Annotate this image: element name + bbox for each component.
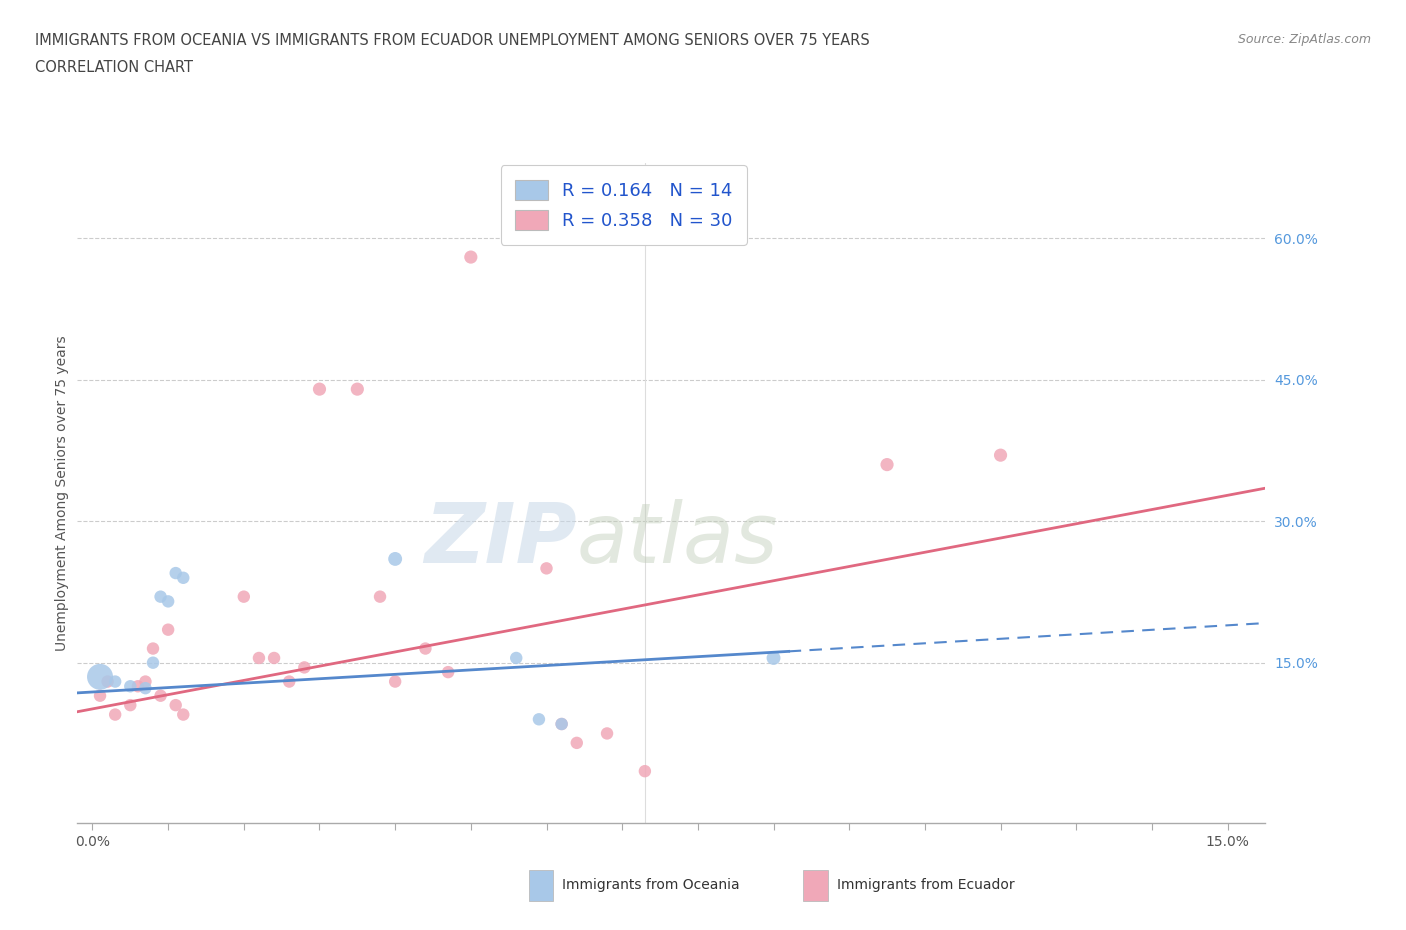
Legend: R = 0.164   N = 14, R = 0.358   N = 30: R = 0.164 N = 14, R = 0.358 N = 30 xyxy=(501,166,747,245)
Point xyxy=(120,679,142,694)
Point xyxy=(565,736,588,751)
Text: atlas: atlas xyxy=(576,498,778,579)
Point xyxy=(437,665,460,680)
Point xyxy=(415,641,437,656)
Point xyxy=(384,674,406,689)
Point xyxy=(527,711,550,726)
Point xyxy=(550,717,572,732)
Point xyxy=(134,674,156,689)
Text: Source: ZipAtlas.com: Source: ZipAtlas.com xyxy=(1237,33,1371,46)
Point xyxy=(505,651,527,666)
Point xyxy=(346,381,368,396)
Point xyxy=(263,651,285,666)
Text: ZIP: ZIP xyxy=(423,498,576,579)
Point xyxy=(368,590,391,604)
Point xyxy=(127,679,149,694)
Point xyxy=(278,674,301,689)
Point xyxy=(634,764,657,778)
Text: Immigrants from Ecuador: Immigrants from Ecuador xyxy=(837,878,1014,893)
Point xyxy=(247,651,270,666)
Point xyxy=(550,717,572,732)
Point xyxy=(149,590,172,604)
Point xyxy=(876,458,898,472)
Point xyxy=(134,681,156,696)
Point xyxy=(292,660,315,675)
Point xyxy=(460,249,482,264)
Point xyxy=(89,688,111,703)
Point xyxy=(120,698,142,712)
Point xyxy=(157,622,180,637)
Point xyxy=(165,698,187,712)
Point xyxy=(142,656,165,671)
Point xyxy=(384,551,406,566)
Text: CORRELATION CHART: CORRELATION CHART xyxy=(35,60,193,75)
Y-axis label: Unemployment Among Seniors over 75 years: Unemployment Among Seniors over 75 years xyxy=(55,335,69,651)
Point xyxy=(308,381,330,396)
Point xyxy=(104,674,127,689)
Point xyxy=(536,561,558,576)
Point xyxy=(762,651,785,666)
Point xyxy=(172,570,194,585)
Point xyxy=(97,674,120,689)
Point xyxy=(142,641,165,656)
Point xyxy=(89,670,111,684)
Text: Immigrants from Oceania: Immigrants from Oceania xyxy=(562,878,740,893)
Text: IMMIGRANTS FROM OCEANIA VS IMMIGRANTS FROM ECUADOR UNEMPLOYMENT AMONG SENIORS OV: IMMIGRANTS FROM OCEANIA VS IMMIGRANTS FR… xyxy=(35,33,870,47)
Point xyxy=(165,565,187,580)
Point xyxy=(157,594,180,609)
Point xyxy=(232,590,254,604)
Point xyxy=(596,726,619,741)
Point xyxy=(990,447,1012,462)
Point xyxy=(172,707,194,722)
Point xyxy=(104,707,127,722)
Point xyxy=(149,688,172,703)
